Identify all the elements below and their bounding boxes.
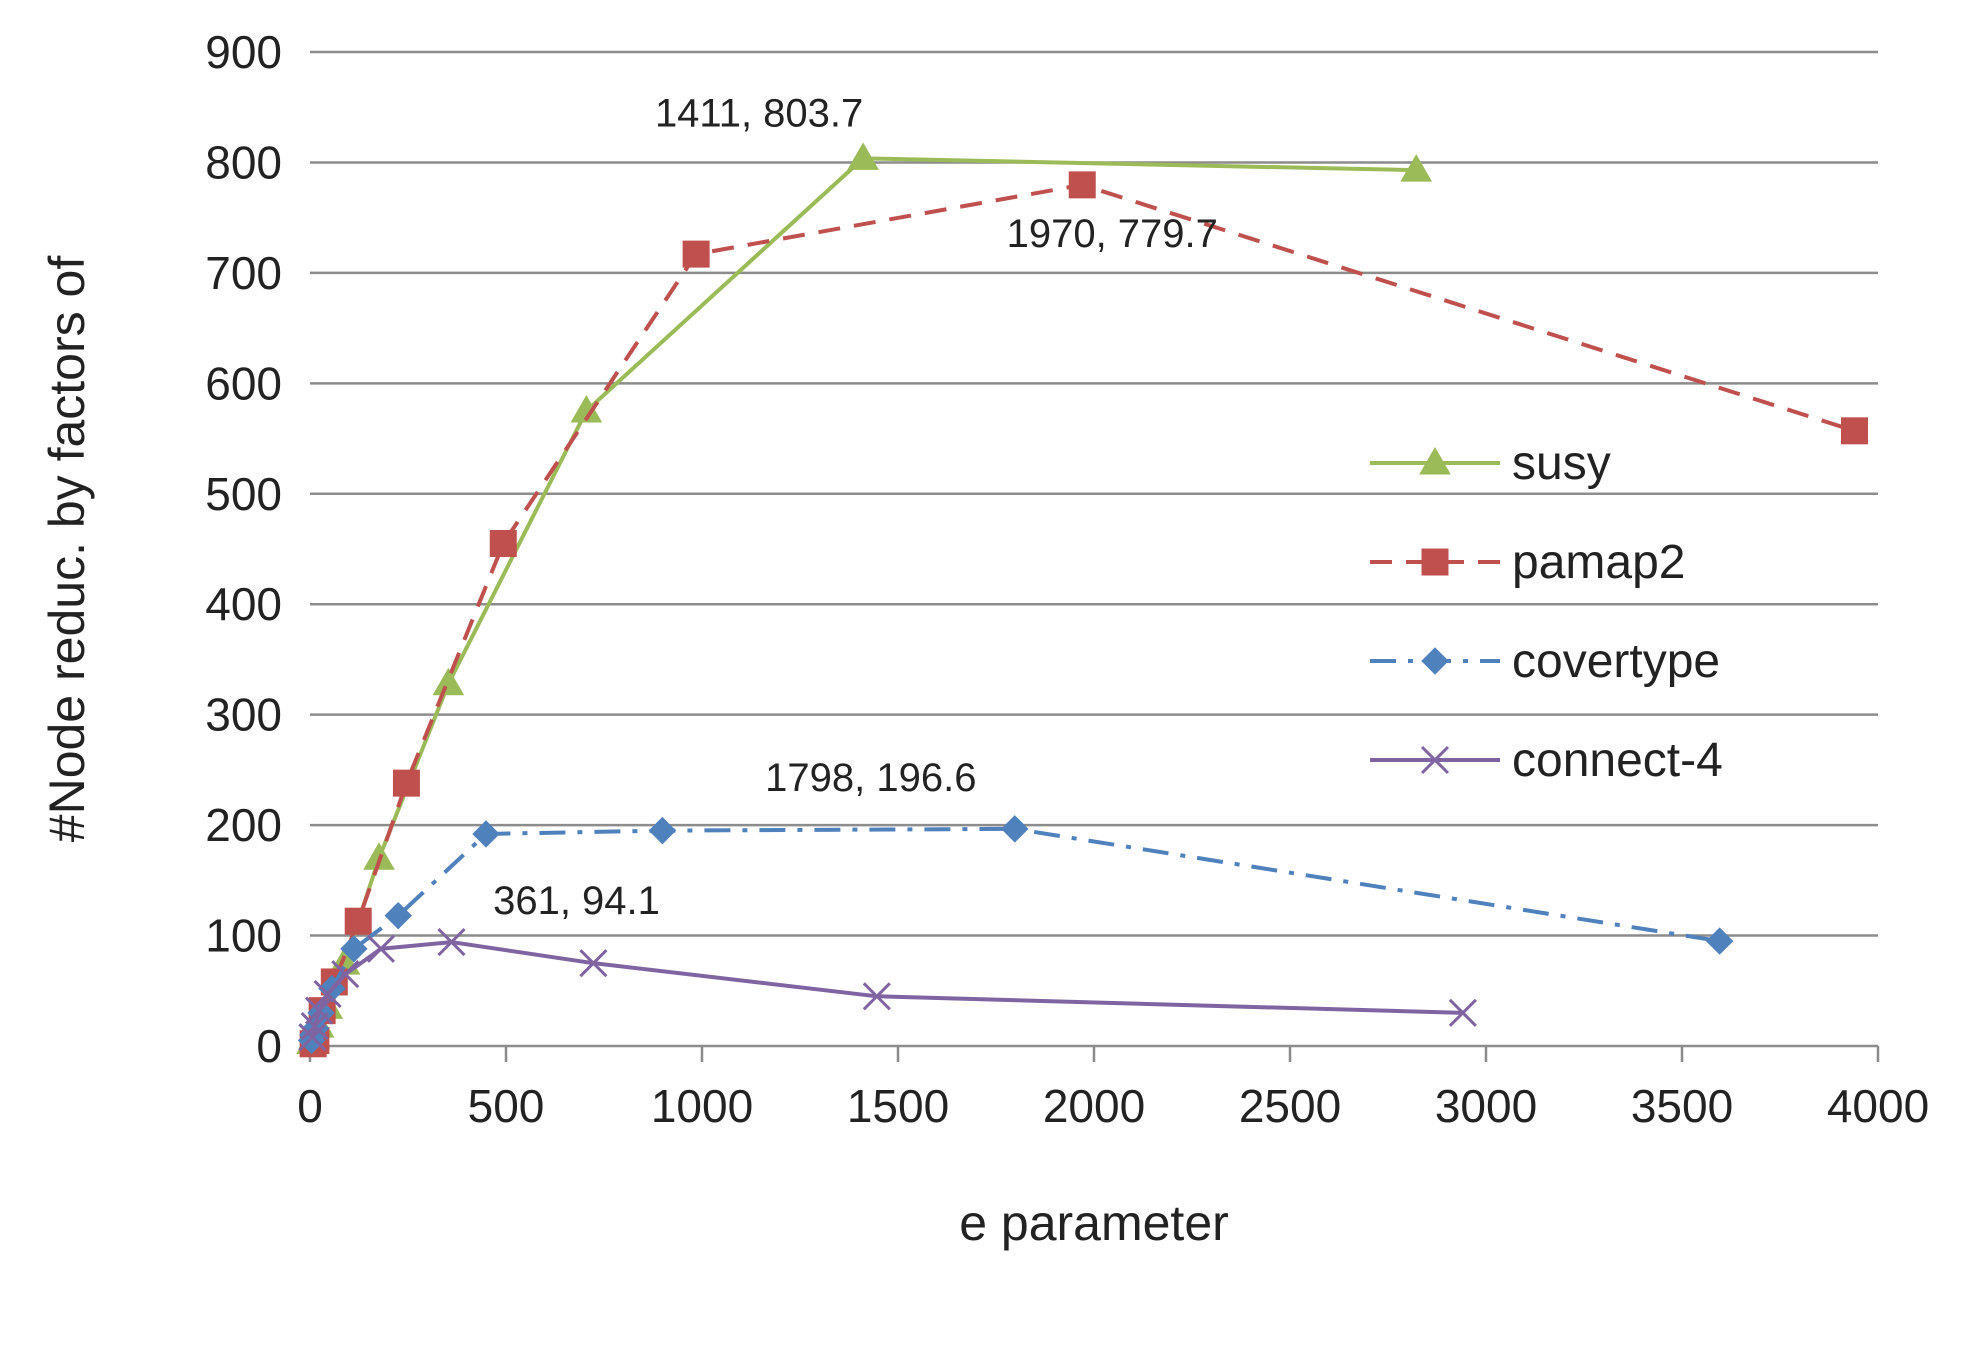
data-point-connect-4-5 [366,934,396,963]
annotations: 1411, 803.7 1970, 779.7 1798, 196.6 361, 94… [493,91,1218,923]
data-point-covertype-6 [384,901,412,930]
axes: 0 100 200 300 400 500 600 700 800 900 0 500 1000 1500… [205,26,1929,1132]
legend-item-susy: susy [1370,437,1611,490]
series-connect-4 [298,928,1477,1052]
legend-marker-pamap2 [1421,548,1449,576]
data-point-connect-4-7-stroke-b [579,949,608,978]
data-point-connect-4-5-stroke-b [366,934,396,963]
data-point-covertype-8 [648,816,677,845]
y-tick-label-200: 200 [205,799,282,851]
data-point-pamap2-6 [489,529,517,557]
legend-item-covertype: covertype [1370,635,1720,688]
legend: susy pamap2 covertype connect-4 [1370,437,1723,787]
data-point-connect-4-3-stroke-b [313,980,342,1009]
x-tick-label-2500: 2500 [1239,1080,1341,1132]
data-point-connect-4-6-stroke-b [437,928,466,957]
legend-item-connect-4: connect-4 [1370,734,1723,787]
legend-label-susy: susy [1512,437,1611,490]
x-tick-label-3500: 3500 [1631,1080,1733,1132]
legend-marker-covertype [1421,647,1449,675]
data-label-3: 361, 94.1 [493,879,660,923]
x-tick-label-3000: 3000 [1435,1080,1537,1132]
data-point-connect-4-2 [304,996,334,1025]
gridlines [310,50,1878,937]
data-label-2: 1798, 196.6 [765,756,976,800]
y-tick-label-400: 400 [205,578,282,630]
legend-item-pamap2: pamap2 [1370,536,1685,589]
data-label-1: 1970, 779.7 [1007,212,1218,256]
data-point-covertype-7 [472,820,500,848]
data-point-susy-6 [432,667,465,696]
x-tick-label-2000: 2000 [1043,1080,1145,1132]
data-point-pamap2-4 [344,907,372,935]
data-point-connect-4-9-stroke-b [1448,998,1477,1027]
data-point-connect-4-0 [298,1023,327,1052]
data-point-covertype-5 [340,935,368,963]
data-point-connect-4-1-stroke-b [300,1012,329,1041]
data-point-connect-4-9 [1448,998,1477,1027]
y-tick-label-900: 900 [205,26,282,78]
x-tick-label-1500: 1500 [847,1080,949,1132]
data-point-connect-4-2-stroke-b [304,996,334,1025]
data-point-pamap2-8 [1068,171,1096,199]
data-point-connect-4-0-stroke-b [298,1023,327,1052]
legend-marker-connect-4 [1420,745,1450,775]
x-axis-title: e parameter [959,1195,1229,1251]
series-susy [296,142,1433,1055]
data-point-pamap2-5 [392,769,420,797]
data-point-covertype-9 [1001,815,1029,843]
series-group [296,142,1868,1058]
x-tick-label-4000: 4000 [1827,1080,1929,1132]
data-point-connect-4-6 [437,928,466,957]
y-axis-title: #Node reduc. by factors of [39,256,95,843]
data-point-connect-4-1 [300,1012,329,1041]
x-tick-label-1000: 1000 [651,1080,753,1132]
data-point-susy-8 [847,142,879,170]
series-line-connect-4 [310,940,1463,1038]
series-line-susy [310,156,1417,1044]
legend-label-pamap2: pamap2 [1512,536,1685,589]
legend-label-connect-4: connect-4 [1512,734,1723,787]
data-point-susy-9 [1400,154,1433,182]
data-point-connect-4-8 [862,982,891,1011]
data-point-pamap2-9 [1840,417,1868,445]
x-tick-label-0: 0 [297,1080,323,1132]
y-tick-label-700: 700 [205,247,282,299]
data-label-0: 1411, 803.7 [655,91,863,135]
data-point-connect-4-7 [579,949,608,978]
data-point-connect-4-4-stroke-b [331,960,360,989]
y-tick-label-100: 100 [205,910,282,962]
legend-marker-connect-4-stroke-b [1420,745,1450,775]
x-tick-label-500: 500 [468,1080,545,1132]
y-tick-label-600: 600 [205,357,282,409]
data-point-connect-4-8-stroke-b [862,982,891,1011]
data-point-pamap2-7 [682,240,710,268]
y-tick-label-800: 800 [205,136,282,188]
data-point-connect-4-3 [313,980,342,1009]
y-tick-label-500: 500 [205,468,282,520]
legend-label-covertype: covertype [1512,635,1720,688]
data-point-connect-4-4 [331,960,360,989]
y-tick-label-300: 300 [205,689,282,741]
y-tick-label-0: 0 [256,1020,282,1072]
legend-marker-susy [1419,446,1451,475]
series-pamap2 [299,171,1868,1058]
data-point-covertype-10 [1705,927,1734,955]
